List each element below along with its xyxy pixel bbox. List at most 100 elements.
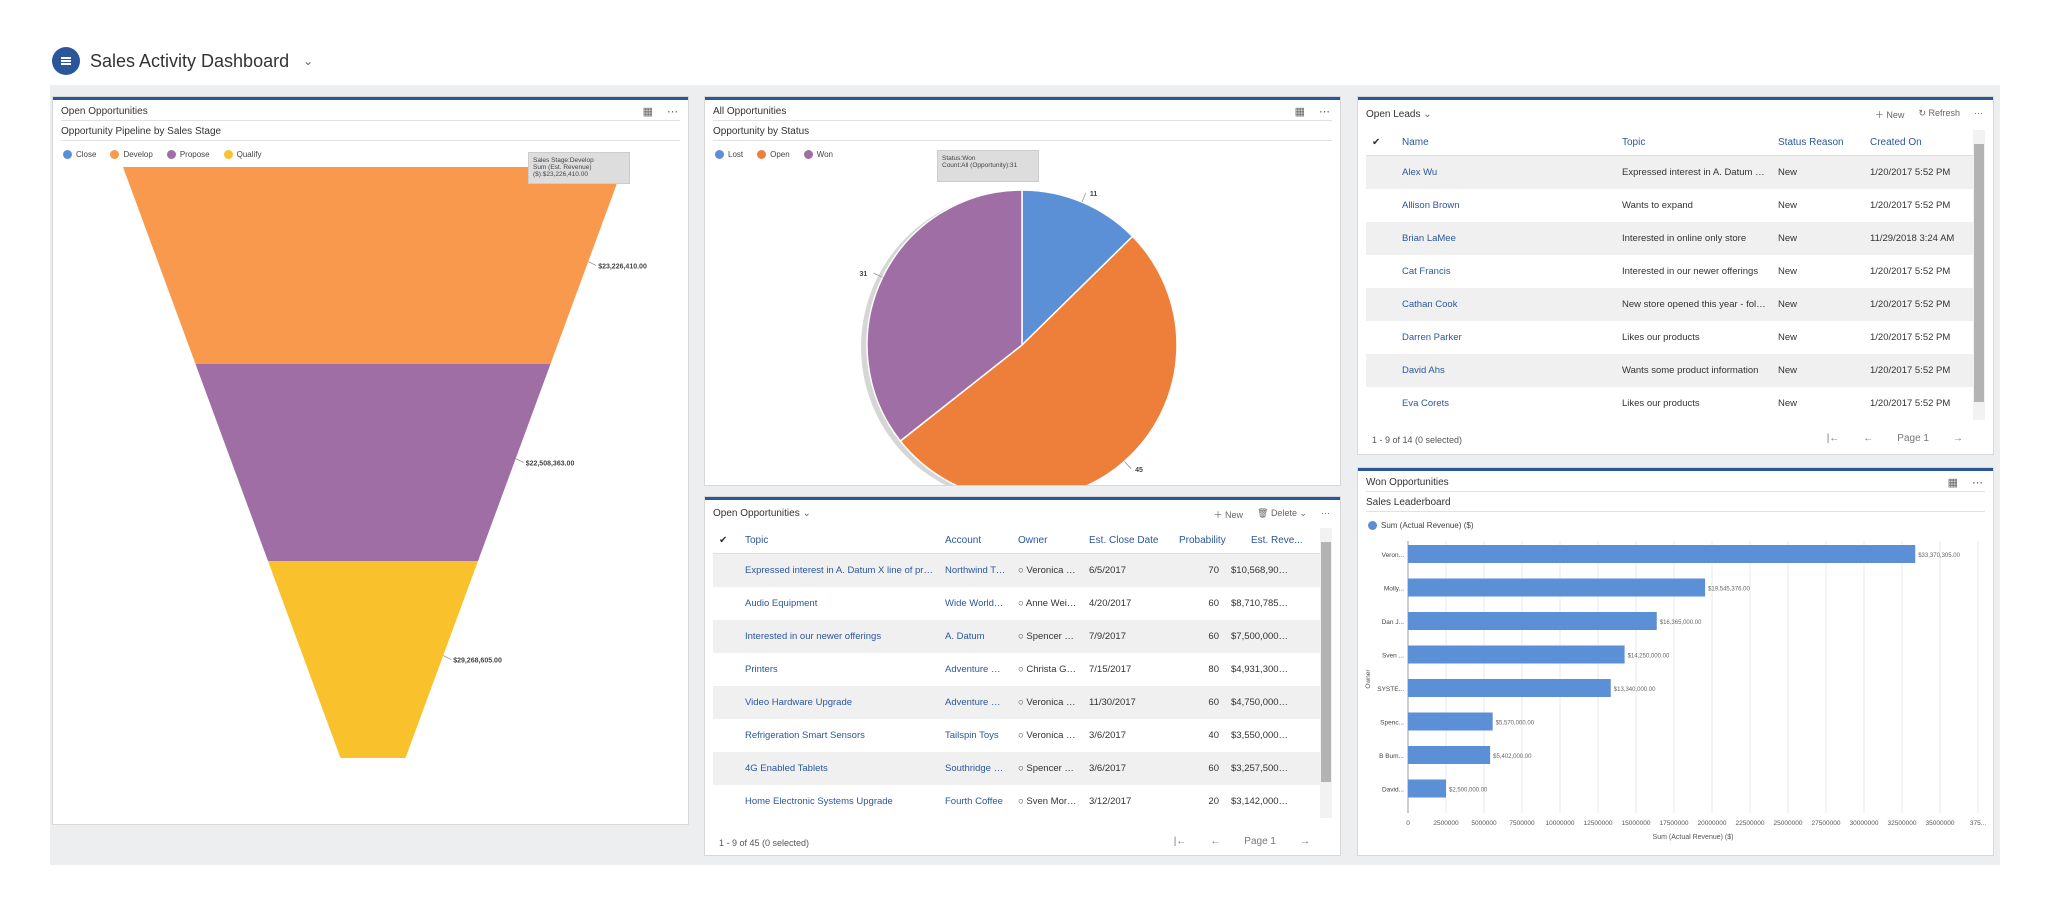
new-button[interactable]: ＋ New [1213, 510, 1243, 520]
first-page-icon[interactable]: |← [1826, 433, 1840, 444]
expand-icon[interactable]: ▦ [1294, 106, 1305, 118]
chevron-down-icon[interactable]: ⌄ [1423, 109, 1432, 120]
column-header[interactable]: Created On [1870, 137, 1922, 148]
expand-icon[interactable]: ▦ [1947, 477, 1958, 489]
more-icon[interactable]: ⋯ [667, 106, 678, 118]
table-row[interactable]: 4G Enabled Tablets Southridge V... ○ Spenc… [713, 752, 1320, 785]
pager: |← ← Page 1 → [1174, 836, 1310, 847]
column-header[interactable]: Topic [745, 535, 769, 546]
column-header[interactable]: Owner [1018, 535, 1048, 546]
cell-account[interactable]: Fourth Coffee [945, 796, 1003, 807]
chevron-down-icon[interactable]: ⌄ [303, 54, 314, 68]
cell-account[interactable]: Adventure W... [945, 697, 1008, 708]
cell-name[interactable]: Cat Francis [1402, 266, 1451, 277]
column-header[interactable]: Probability [1179, 535, 1226, 546]
first-page-icon[interactable]: |← [1173, 836, 1187, 847]
scrollbar[interactable] [1973, 130, 1985, 420]
funnel-segment-qualify[interactable] [268, 561, 478, 758]
bar[interactable] [1408, 578, 1706, 597]
cell-topic[interactable]: Printers [745, 664, 778, 675]
column-header[interactable]: Name [1402, 137, 1429, 148]
table-row[interactable]: Home Electronic Systems Upgrade Fourth Co… [713, 785, 1320, 818]
cell-topic[interactable]: Interested in our newer offerings [745, 631, 882, 642]
column-header[interactable]: Status Reason [1778, 137, 1844, 148]
table-row[interactable]: Video Hardware Upgrade Adventure W... ○ Ve… [713, 686, 1320, 719]
legend-item[interactable]: Qualify [223, 150, 262, 159]
legend-item[interactable]: Open [757, 150, 790, 159]
next-page-icon[interactable]: → [1300, 836, 1310, 847]
legend-item[interactable]: Lost [715, 150, 743, 159]
table-row[interactable]: Darren Parker Likes our products New 1/20/2… [1366, 321, 1973, 354]
cell-topic[interactable]: Audio Equipment [745, 598, 818, 609]
funnel-segment-develop[interactable] [123, 167, 623, 364]
cell-created: 1/20/2017 5:52 PM [1870, 167, 1951, 178]
delete-button[interactable]: 🗑 Delete ⌄ [1257, 508, 1307, 518]
funnel-segment-propose[interactable] [195, 364, 551, 561]
column-header[interactable]: Est. Close Date [1089, 535, 1159, 546]
refresh-button[interactable]: ↻ Refresh [1918, 108, 1960, 118]
table-row[interactable]: Interested in our newer offerings A. Datu… [713, 620, 1320, 653]
legend-item[interactable]: Close [63, 150, 96, 159]
bar[interactable] [1408, 779, 1446, 798]
cell-topic[interactable]: Video Hardware Upgrade [745, 697, 853, 708]
cell-topic[interactable]: Expressed interest in A. Datum X line of… [745, 565, 939, 576]
column-header[interactable]: Topic [1622, 137, 1646, 148]
cell-account[interactable]: Southridge V... [945, 763, 1007, 774]
prev-page-icon[interactable]: ← [1863, 433, 1874, 444]
cell-status: New [1778, 398, 1798, 409]
next-page-icon[interactable]: → [1953, 433, 1963, 444]
tick-label: 32500000 [1888, 820, 1917, 827]
cell-name[interactable]: Allison Brown [1402, 200, 1460, 211]
more-icon[interactable]: ⋯ [1974, 108, 1983, 118]
column-header[interactable]: Account [945, 535, 982, 546]
select-all-checkbox[interactable]: ✔ [1372, 137, 1381, 148]
cell-topic[interactable]: Refrigeration Smart Sensors [745, 730, 865, 741]
table-row[interactable]: Alex Wu Expressed interest in A. Datum X.… [1366, 156, 1973, 189]
column-header[interactable]: Est. Reve... [1251, 535, 1303, 546]
expand-icon[interactable]: ▦ [642, 106, 653, 118]
chevron-down-icon[interactable]: ⌄ [802, 508, 811, 519]
cell-name[interactable]: Cathan Cook [1402, 299, 1458, 310]
cell-name[interactable]: Brian LaMee [1402, 233, 1456, 244]
scrollbar[interactable] [1320, 528, 1332, 818]
bar[interactable] [1408, 545, 1916, 563]
bar[interactable] [1408, 746, 1491, 764]
more-icon[interactable]: ⋯ [1319, 106, 1330, 118]
table-row[interactable]: Cat Francis Interested in our newer offer… [1366, 255, 1973, 288]
table-row[interactable]: Refrigeration Smart Sensors Tailspin Toys… [713, 719, 1320, 752]
cell-rev: $8,710,785.0( [1231, 598, 1290, 609]
prev-page-icon[interactable]: ← [1210, 836, 1221, 847]
table-row[interactable]: Expressed interest in A. Datum X line of… [713, 554, 1320, 587]
table-row[interactable]: Printers Adventure W... ○ Christa Geller 7/… [713, 653, 1320, 686]
bar[interactable] [1408, 645, 1625, 664]
cell-name[interactable]: David Ahs [1402, 365, 1445, 376]
more-icon[interactable]: ⋯ [1321, 508, 1330, 518]
table-row[interactable]: Brian LaMee Interested in online only sto… [1366, 222, 1973, 255]
select-all-checkbox[interactable]: ✔ [719, 535, 728, 546]
legend-item[interactable]: Develop [110, 150, 153, 159]
legend-item[interactable]: Propose [166, 150, 210, 159]
cell-name[interactable]: Alex Wu [1402, 167, 1438, 178]
legend-item[interactable]: Won [803, 150, 833, 159]
table-row[interactable]: Eva Corets Likes our products New 1/20/2017… [1366, 387, 1973, 420]
table-row[interactable]: Cathan Cook New store opened this year - … [1366, 288, 1973, 321]
table-row[interactable]: Audio Equipment Wide World I... ○ Anne Wei… [713, 587, 1320, 620]
pie-slice-open[interactable] [899, 235, 1178, 485]
bar[interactable] [1408, 679, 1611, 697]
cell-name[interactable]: Eva Corets [1402, 398, 1449, 409]
bar[interactable] [1408, 612, 1657, 630]
bar[interactable] [1408, 712, 1493, 731]
cell-account[interactable]: Wide World I... [945, 598, 1008, 609]
cell-topic[interactable]: 4G Enabled Tablets [745, 763, 828, 774]
cell-account[interactable]: A. Datum [945, 631, 985, 642]
pie-slice-won[interactable] [866, 189, 1023, 443]
cell-account[interactable]: Northwind Tr... [945, 565, 1007, 576]
cell-name[interactable]: Darren Parker [1402, 332, 1462, 343]
cell-account[interactable]: Tailspin Toys [945, 730, 999, 741]
more-icon[interactable]: ⋯ [1972, 477, 1983, 489]
new-button[interactable]: ＋ New [1874, 110, 1905, 120]
table-row[interactable]: David Ahs Wants some product information N… [1366, 354, 1973, 387]
table-row[interactable]: Allison Brown Wants to expand New 1/20/2017… [1366, 189, 1973, 222]
cell-topic[interactable]: Home Electronic Systems Upgrade [745, 796, 893, 807]
cell-account[interactable]: Adventure W... [945, 664, 1008, 675]
